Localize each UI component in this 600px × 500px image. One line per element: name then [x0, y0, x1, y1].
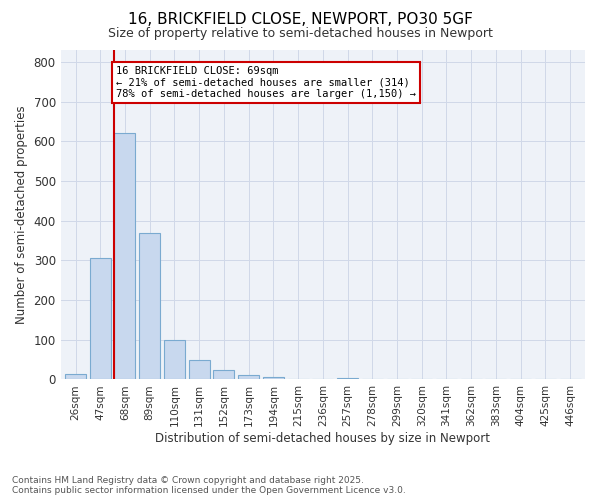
Bar	[65, 374, 86, 380]
Y-axis label: Number of semi-detached properties: Number of semi-detached properties	[15, 106, 28, 324]
Text: 16, BRICKFIELD CLOSE, NEWPORT, PO30 5GF: 16, BRICKFIELD CLOSE, NEWPORT, PO30 5GF	[128, 12, 472, 28]
Bar	[337, 378, 358, 380]
Bar	[115, 134, 136, 380]
Bar	[214, 370, 235, 380]
Bar	[188, 360, 209, 380]
Text: 16 BRICKFIELD CLOSE: 69sqm
← 21% of semi-detached houses are smaller (314)
78% o: 16 BRICKFIELD CLOSE: 69sqm ← 21% of semi…	[116, 66, 416, 99]
Bar	[238, 374, 259, 380]
Bar	[164, 340, 185, 380]
Text: Size of property relative to semi-detached houses in Newport: Size of property relative to semi-detach…	[107, 28, 493, 40]
X-axis label: Distribution of semi-detached houses by size in Newport: Distribution of semi-detached houses by …	[155, 432, 490, 445]
Bar	[90, 258, 111, 380]
Bar	[263, 378, 284, 380]
Bar	[139, 232, 160, 380]
Text: Contains HM Land Registry data © Crown copyright and database right 2025.
Contai: Contains HM Land Registry data © Crown c…	[12, 476, 406, 495]
